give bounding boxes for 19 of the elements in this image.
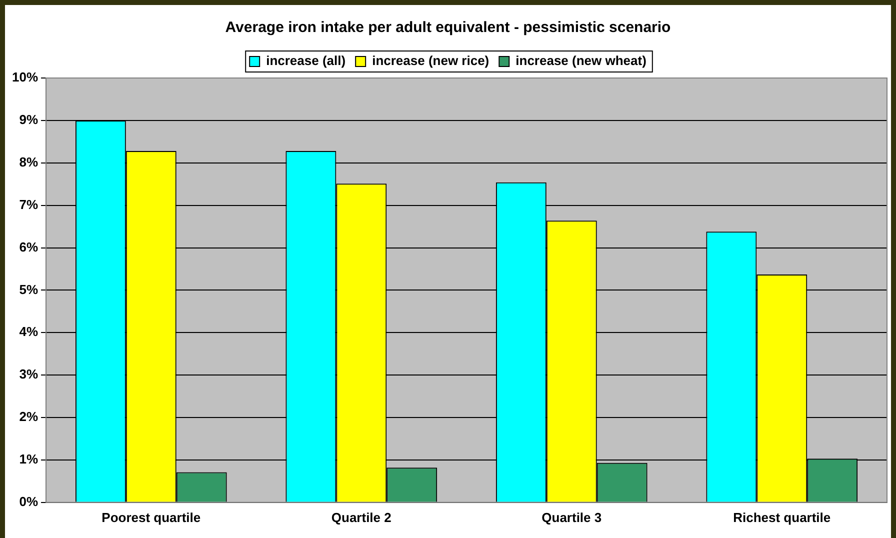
y-tick-label: 4% xyxy=(19,324,38,340)
y-tick-label: 1% xyxy=(19,452,38,467)
y-tick-label: 7% xyxy=(19,196,38,212)
legend-label: increase (new wheat) xyxy=(516,53,646,68)
chart-title: Average iron intake per adult equivalent - pessimistic scenario xyxy=(225,19,671,36)
y-tick-label: 5% xyxy=(19,282,38,297)
legend-label: increase (all) xyxy=(266,53,346,68)
y-tick-label: 3% xyxy=(19,366,38,382)
y-tick-label: 0% xyxy=(19,494,38,509)
x-tick-label: Poorest quartile xyxy=(102,510,201,525)
x-tick-label: Quartile 2 xyxy=(331,510,392,525)
y-tick-label: 9% xyxy=(19,112,38,128)
y-tick-label: 8% xyxy=(19,154,38,170)
x-tick-label: Richest quartile xyxy=(733,510,831,525)
y-tick-label: 6% xyxy=(19,239,38,254)
y-tick-label: 2% xyxy=(19,409,38,424)
x-tick-label: Quartile 3 xyxy=(542,510,602,525)
legend-label: increase (new rice) xyxy=(372,53,490,68)
y-tick-label: 10% xyxy=(12,70,38,85)
